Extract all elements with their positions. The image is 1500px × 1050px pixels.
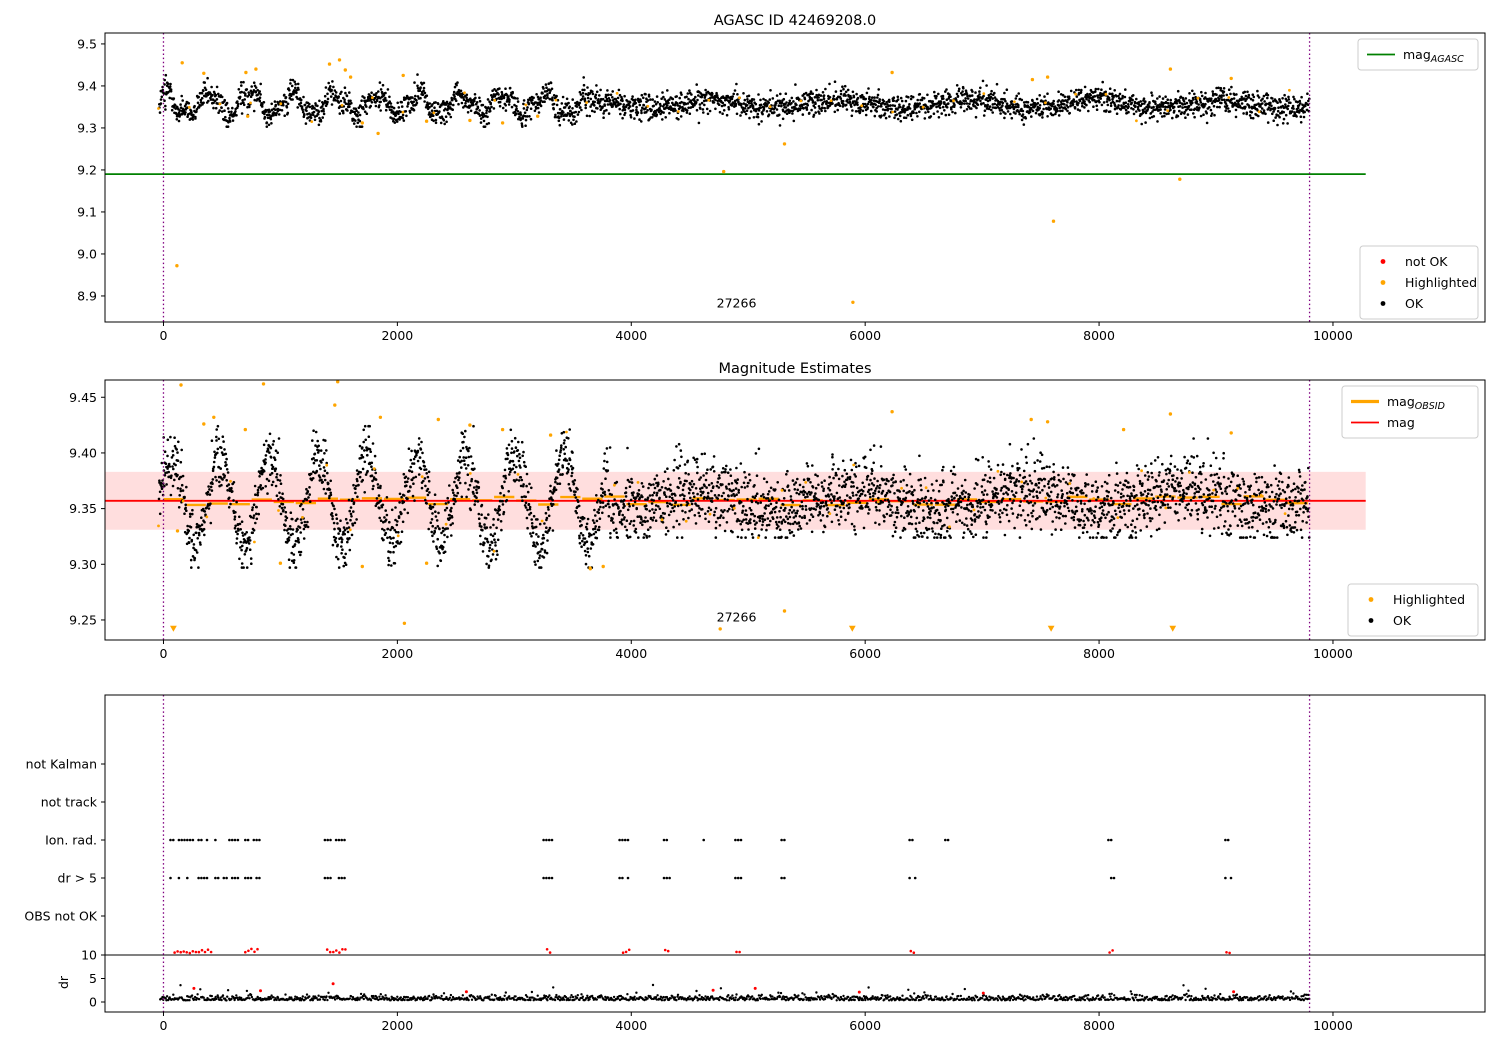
dr-clipped-red-points xyxy=(173,947,1231,955)
axes-spines xyxy=(104,379,1486,641)
svg-text:not track: not track xyxy=(41,795,98,810)
svg-text:OK: OK xyxy=(1393,613,1412,628)
svg-text:9.0: 9.0 xyxy=(77,246,97,261)
svg-text:9.25: 9.25 xyxy=(69,612,97,627)
plot1-title: AGASC ID 42469208.0 xyxy=(714,13,876,29)
plot3-axes: 0 2000 4000 6000 8000 10000 not Kalman not trac… xyxy=(24,694,1486,1033)
svg-text:mag: mag xyxy=(1387,415,1415,430)
svg-text:10000: 10000 xyxy=(1313,1018,1353,1033)
svg-text:6000: 6000 xyxy=(849,1018,881,1033)
legend-mag-agasc: magAGASC xyxy=(1357,38,1479,71)
svg-text:9.4: 9.4 xyxy=(77,78,97,93)
highlighted-points xyxy=(157,430,1287,569)
svg-text:OK: OK xyxy=(1405,296,1424,311)
svg-text:Highlighted: Highlighted xyxy=(1393,592,1465,607)
svg-text:8000: 8000 xyxy=(1083,1018,1115,1033)
svg-text:9.5: 9.5 xyxy=(77,36,97,51)
svg-text:4000: 4000 xyxy=(615,328,647,343)
legend-markers-middle: Highlighted OK xyxy=(1347,583,1479,637)
highlighted-outlier-points xyxy=(175,380,1233,631)
ok-points xyxy=(157,424,1311,569)
svg-text:0: 0 xyxy=(89,995,97,1010)
svg-text:not OK: not OK xyxy=(1405,254,1448,269)
svg-text:0: 0 xyxy=(159,328,167,343)
clipped-low-triangles xyxy=(170,625,1177,632)
plot2-title: Magnitude Estimates xyxy=(718,361,871,377)
svg-text:dr > 5: dr > 5 xyxy=(58,871,97,886)
svg-text:9.40: 9.40 xyxy=(69,445,97,460)
dr-axis-label: dr xyxy=(56,975,71,989)
highlighted-points xyxy=(157,88,1291,123)
axes-spines xyxy=(104,32,1486,323)
svg-text:4000: 4000 xyxy=(615,1018,647,1033)
svg-text:10: 10 xyxy=(81,948,97,963)
svg-text:not Kalman: not Kalman xyxy=(26,757,97,772)
svg-text:Ion. rad.: Ion. rad. xyxy=(45,833,97,848)
svg-text:0: 0 xyxy=(159,1018,167,1033)
plot1-axes: 27266 0 2000 4000 6000 8000 10000 8.9 9.0 9.1 9.2 9… xyxy=(77,32,1486,343)
svg-text:9.2: 9.2 xyxy=(77,162,97,177)
ok-points xyxy=(158,73,1311,128)
svg-text:8000: 8000 xyxy=(1083,646,1115,661)
obsid-annotation: 27266 xyxy=(717,610,757,625)
svg-text:8000: 8000 xyxy=(1083,328,1115,343)
highlighted-outlier-points xyxy=(175,58,1233,304)
dr-series-points xyxy=(159,983,1311,1002)
svg-text:OBS not OK: OBS not OK xyxy=(24,909,97,924)
svg-text:10000: 10000 xyxy=(1313,646,1353,661)
svg-text:Highlighted: Highlighted xyxy=(1405,275,1477,290)
plot2-axes: 27266 0 2000 4000 6000 8000 10000 9.25 9.30 9.35 9… xyxy=(69,379,1486,661)
svg-text:9.30: 9.30 xyxy=(69,557,97,572)
svg-text:6000: 6000 xyxy=(849,328,881,343)
svg-text:6000: 6000 xyxy=(849,646,881,661)
legend-markers-top: not OK Highlighted OK xyxy=(1359,245,1479,320)
svg-text:2000: 2000 xyxy=(381,1018,413,1033)
svg-text:5: 5 xyxy=(89,971,97,986)
axes-spines xyxy=(104,694,1486,1013)
svg-text:9.45: 9.45 xyxy=(69,390,97,405)
svg-text:9.3: 9.3 xyxy=(77,120,97,135)
svg-text:0: 0 xyxy=(159,646,167,661)
obsid-annotation: 27266 xyxy=(717,296,757,311)
svg-text:2000: 2000 xyxy=(381,646,413,661)
svg-text:9.1: 9.1 xyxy=(77,204,97,219)
svg-text:4000: 4000 xyxy=(615,646,647,661)
svg-text:8.9: 8.9 xyxy=(77,288,97,303)
dr-red-points xyxy=(192,982,1236,995)
svg-text:2000: 2000 xyxy=(381,328,413,343)
svg-text:9.35: 9.35 xyxy=(69,501,97,516)
svg-text:10000: 10000 xyxy=(1313,328,1353,343)
